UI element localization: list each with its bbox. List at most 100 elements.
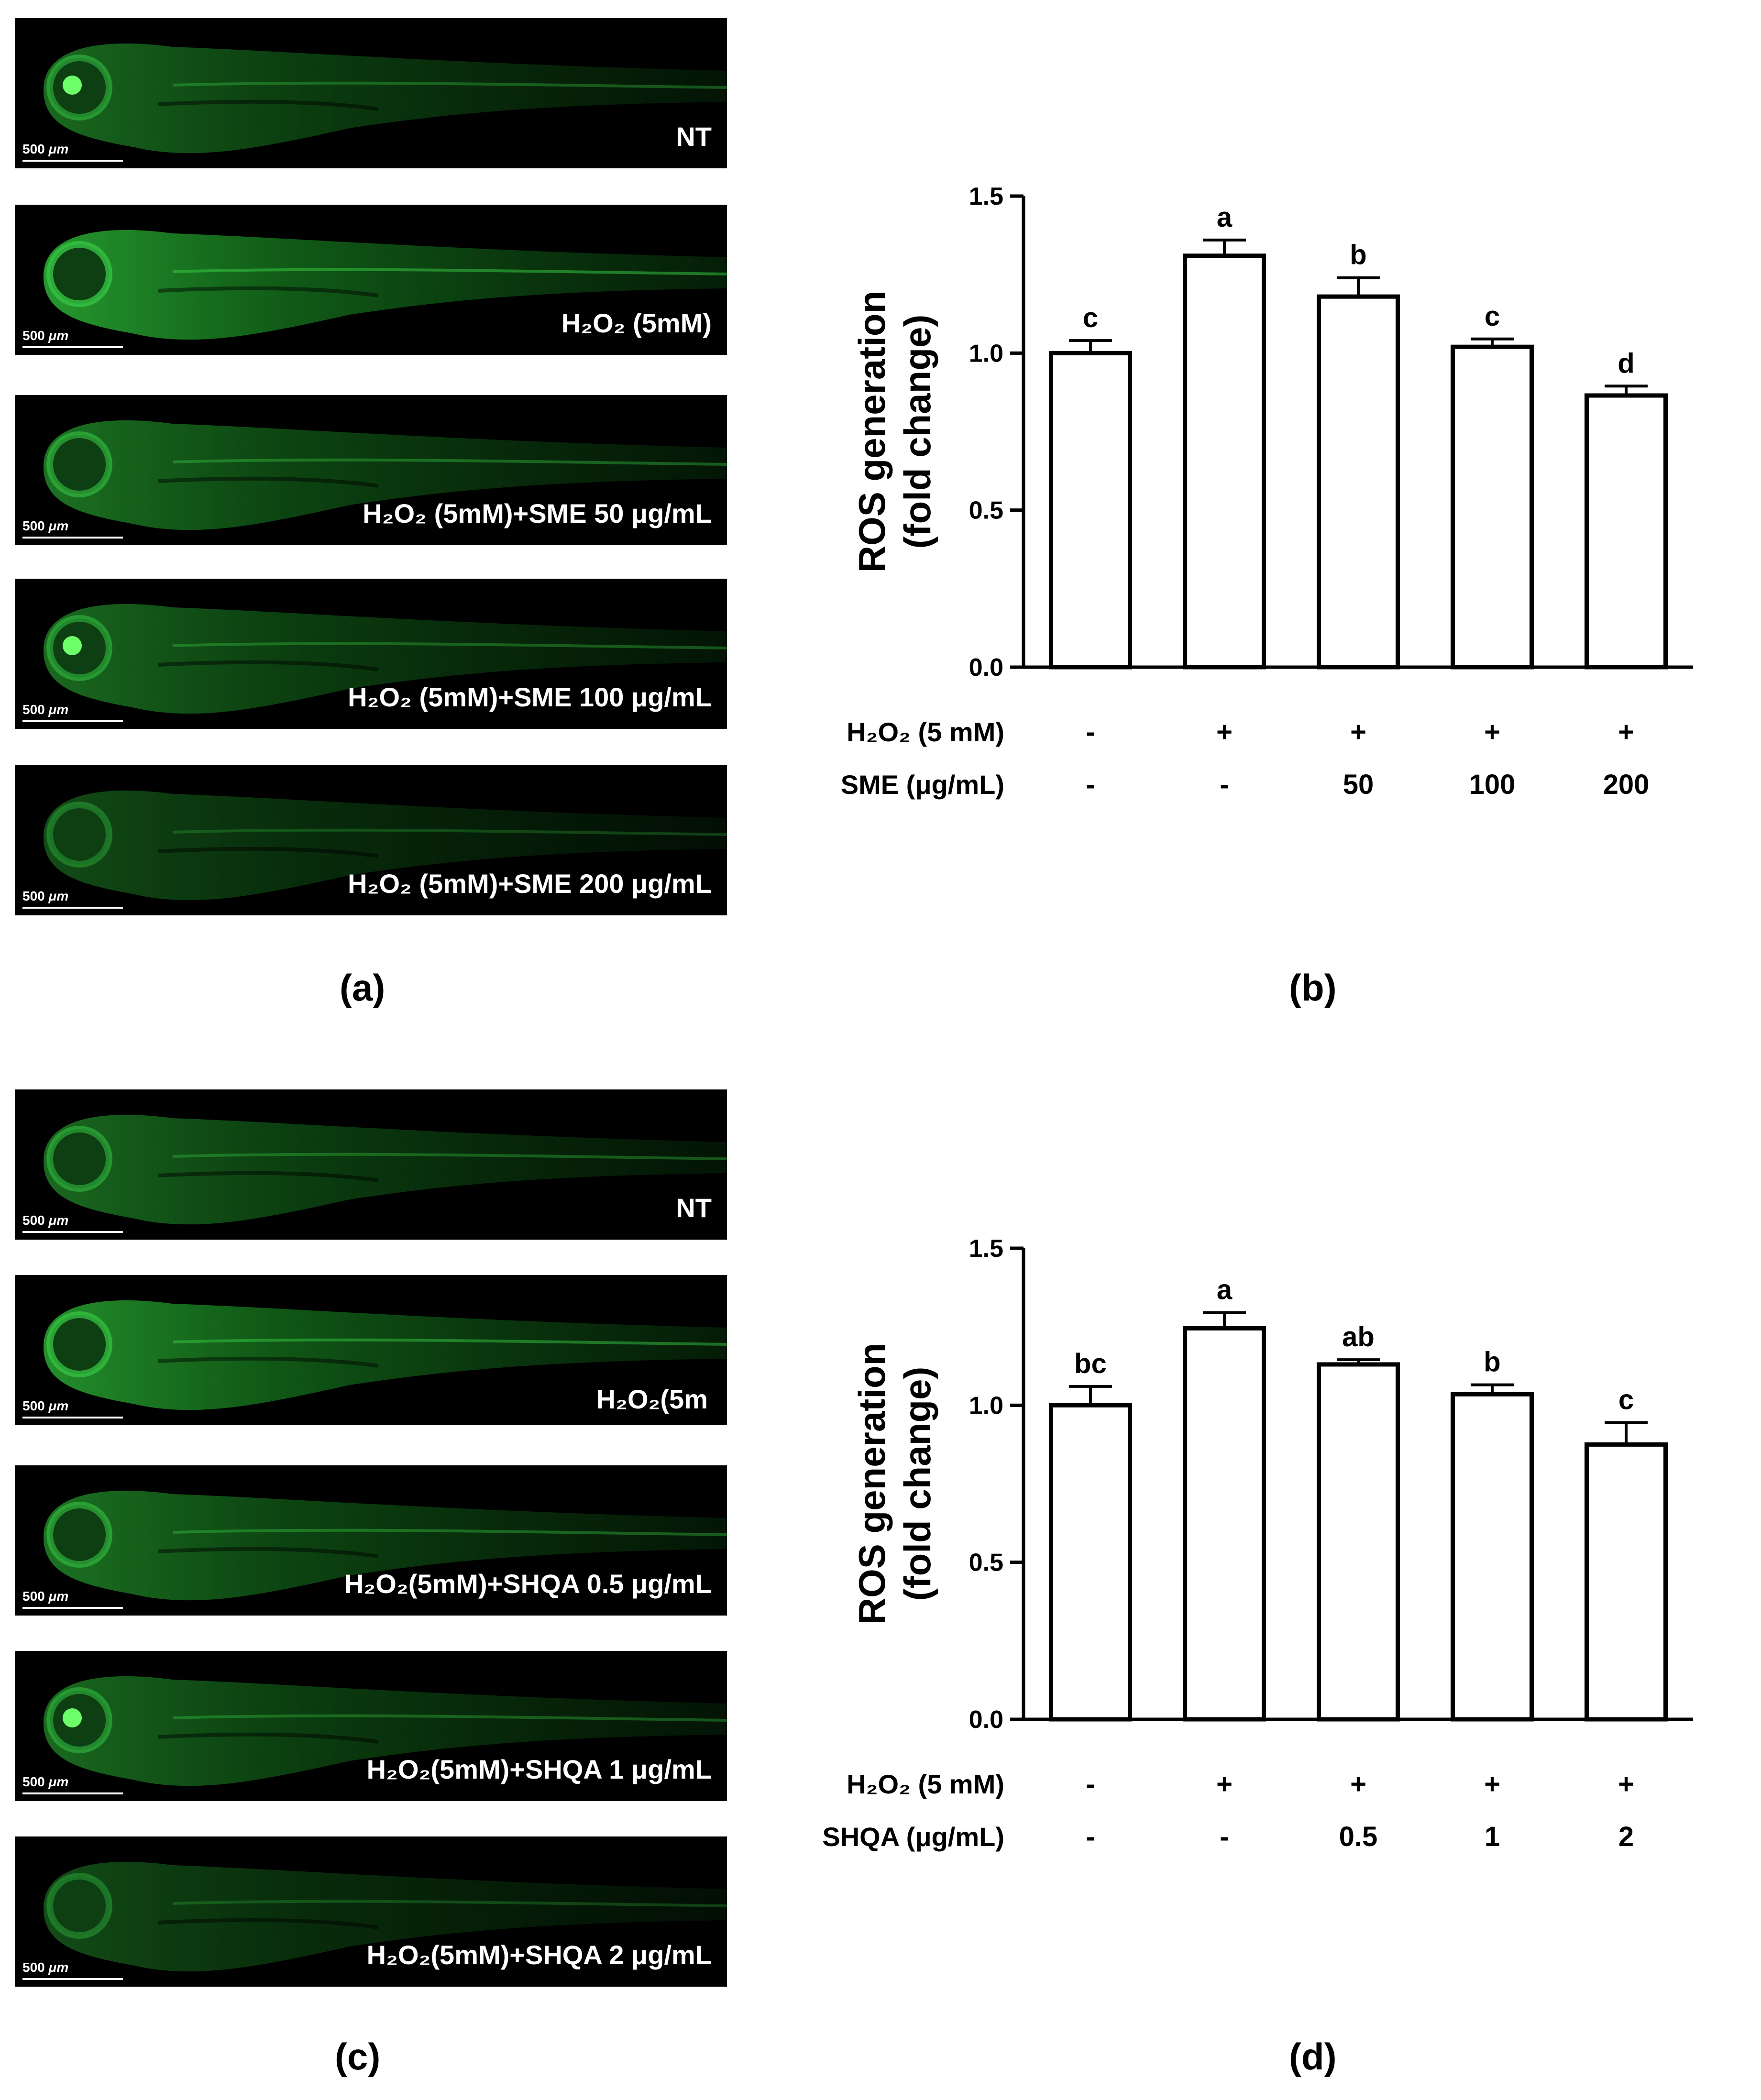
zebrafish-image: 500 μm H₂O₂(5mM)+SHQA 1 μg/mL <box>15 1651 727 1801</box>
zebrafish-fluorescence-picture <box>44 790 727 901</box>
treatment-cell: + <box>1350 716 1366 748</box>
scale-label: 500 μm <box>22 702 69 717</box>
bar <box>1317 294 1400 670</box>
scale-label: 500 μm <box>22 1960 69 1975</box>
scale-label: 500 μm <box>22 889 69 903</box>
panel-letter-d: (d) <box>1289 2035 1337 2078</box>
y-tick-label: 1.0 <box>969 340 1003 367</box>
zebrafish-fluorescence-picture <box>44 1676 727 1786</box>
panel-letter-b: (b) <box>1289 967 1337 1009</box>
chart-svg: 0.0 0.5 1.0 1.5 ROS generation (fold change) b… <box>822 1235 1693 1852</box>
scale-bar <box>22 346 123 348</box>
y-tick-label: 1.5 <box>969 1235 1003 1263</box>
treatment-row-label: H₂O₂ (5 mM) <box>847 1769 1004 1799</box>
bar <box>1451 1392 1534 1722</box>
zebrafish-image: 500 μm H₂O₂ (5mM)+SME 100 μg/mL <box>15 579 727 729</box>
significance-letter: d <box>1618 348 1634 379</box>
zebrafish-fluorescence-picture <box>44 1861 727 1972</box>
scale-bar <box>22 907 123 909</box>
scale-bar <box>22 1231 123 1233</box>
scale-label: 500 μm <box>22 1774 69 1789</box>
bar <box>1585 393 1668 670</box>
scale-bar <box>22 1417 123 1418</box>
treatment-cell: 2 <box>1618 1821 1634 1852</box>
significance-letter: c <box>1485 301 1500 332</box>
significance-letter: c <box>1083 302 1098 333</box>
treatment-cell: + <box>1484 1769 1500 1800</box>
condition-label: H₂O₂(5mM)+SHQA 1 μg/mL <box>366 1754 712 1784</box>
zebrafish-image: 500 μm NT <box>15 1089 727 1240</box>
treatment-cell: + <box>1216 716 1233 748</box>
significance-letter: ab <box>1342 1321 1375 1352</box>
condition-label: H₂O₂ (5mM) <box>561 308 712 338</box>
y-tick-label: 1.0 <box>969 1392 1003 1419</box>
zebrafish-image: 500 μm H₂O₂(5m <box>15 1275 727 1425</box>
zebrafish-image: 500 μm H₂O₂(5mM)+SHQA 2 μg/mL <box>15 1836 727 1987</box>
condition-label: H₂O₂ (5mM)+SME 50 μg/mL <box>363 498 712 528</box>
treatment-cell: 0.5 <box>1339 1821 1378 1852</box>
scale-label: 500 μm <box>22 1589 69 1604</box>
zebrafish-fluorescence-picture <box>44 230 727 340</box>
zebrafish-fluorescence-picture <box>44 604 727 714</box>
significance-letter: bc <box>1074 1348 1107 1379</box>
scale-bar <box>22 1978 123 1980</box>
condition-label: NT <box>676 1193 712 1223</box>
treatment-row-label: H₂O₂ (5 mM) <box>847 717 1004 747</box>
treatment-cell: 1 <box>1485 1821 1500 1852</box>
condition-label: H₂O₂ (5mM)+SME 200 μg/mL <box>348 869 712 899</box>
scale-bar <box>22 537 123 539</box>
scale-label: 500 μm <box>22 1213 69 1228</box>
treatment-cell: + <box>1484 716 1500 748</box>
scale-label: 500 μm <box>22 328 69 343</box>
bar-chart-b: 0.0 0.5 1.0 1.5 ROS generation (fold change) c… <box>813 153 1761 870</box>
bar <box>1317 1362 1400 1722</box>
zebrafish-image: 500 μm NT <box>15 18 727 168</box>
y-axis-label: ROS generation <box>851 291 893 572</box>
zebrafish-fluorescence-picture <box>44 43 727 154</box>
y-axis-label: (fold change) <box>896 1367 938 1601</box>
zebrafish-fluorescence-picture <box>44 1300 727 1410</box>
y-axis-label: (fold change) <box>896 315 938 549</box>
treatment-cell: + <box>1618 1769 1634 1800</box>
bar <box>1183 253 1266 670</box>
zebrafish-image: 500 μm H₂O₂ (5mM) <box>15 205 727 355</box>
bar <box>1183 1326 1266 1722</box>
scale-label: 500 μm <box>22 518 69 533</box>
treatment-cell: 50 <box>1343 769 1374 800</box>
bar <box>1585 1442 1668 1722</box>
panel-letter-c: (c) <box>335 2035 381 2078</box>
y-tick-label: 0.0 <box>969 654 1003 682</box>
treatment-cell: 200 <box>1603 769 1650 800</box>
panel-letter-a: (a) <box>340 967 385 1009</box>
scale-label: 500 μm <box>22 1398 69 1413</box>
scale-bar <box>22 720 123 722</box>
treatment-cell: - <box>1086 1769 1095 1800</box>
zebrafish-image: 500 μm H₂O₂ (5mM)+SME 50 μg/mL <box>15 395 727 545</box>
treatment-cell: - <box>1220 769 1229 800</box>
bar <box>1049 351 1132 670</box>
condition-label: H₂O₂(5mM)+SHQA 0.5 μg/mL <box>344 1569 712 1599</box>
treatment-cell: - <box>1086 716 1095 748</box>
scale-bar <box>22 160 123 162</box>
zebrafish-fluorescence-picture <box>44 420 727 530</box>
condition-label: H₂O₂(5m <box>596 1384 708 1414</box>
bar-chart-d: 0.0 0.5 1.0 1.5 ROS generation (fold change) b… <box>813 1205 1761 1923</box>
treatment-cell: + <box>1350 1769 1366 1800</box>
significance-letter: c <box>1618 1384 1634 1415</box>
bar <box>1451 344 1534 670</box>
bar <box>1049 1403 1132 1722</box>
treatment-cell: + <box>1216 1769 1233 1800</box>
significance-letter: b <box>1350 240 1366 271</box>
treatment-cell: - <box>1086 769 1095 800</box>
condition-label: H₂O₂ (5mM)+SME 100 μg/mL <box>348 682 712 712</box>
condition-label: H₂O₂(5mM)+SHQA 2 μg/mL <box>366 1940 712 1970</box>
significance-letter: b <box>1484 1347 1500 1378</box>
y-tick-label: 0.5 <box>969 497 1003 525</box>
treatment-cell: + <box>1618 716 1634 748</box>
y-tick-label: 0.0 <box>969 1706 1003 1734</box>
zebrafish-image: 500 μm H₂O₂ (5mM)+SME 200 μg/mL <box>15 765 727 915</box>
y-tick-label: 0.5 <box>969 1549 1003 1577</box>
zebrafish-fluorescence-picture <box>44 1114 727 1225</box>
treatment-cell: - <box>1086 1821 1095 1852</box>
zebrafish-fluorescence-picture <box>44 1490 727 1601</box>
